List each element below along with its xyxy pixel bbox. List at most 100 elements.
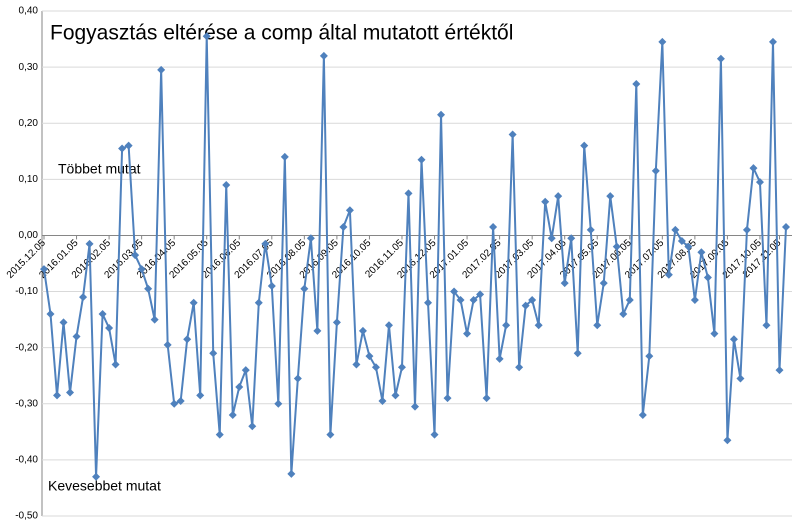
marker bbox=[319, 51, 328, 60]
marker bbox=[606, 192, 615, 201]
marker bbox=[567, 234, 576, 243]
marker bbox=[619, 310, 628, 318]
marker bbox=[762, 321, 771, 330]
marker bbox=[313, 326, 322, 335]
marker bbox=[40, 265, 48, 274]
y-tick-label: 0,30 bbox=[19, 62, 39, 73]
marker bbox=[150, 315, 159, 324]
marker bbox=[677, 237, 686, 246]
marker bbox=[79, 293, 88, 302]
marker bbox=[157, 65, 166, 74]
marker bbox=[664, 270, 673, 279]
marker bbox=[547, 234, 556, 243]
marker bbox=[749, 164, 758, 173]
marker bbox=[111, 360, 120, 369]
marker bbox=[450, 287, 459, 296]
marker bbox=[365, 352, 374, 361]
marker bbox=[53, 391, 62, 400]
marker bbox=[345, 206, 354, 215]
marker bbox=[352, 360, 361, 369]
marker bbox=[378, 396, 387, 405]
marker bbox=[417, 155, 426, 164]
chart-title: Fogyasztás eltérése a comp által mutatot… bbox=[50, 22, 513, 45]
y-tick-label: -0,10 bbox=[15, 286, 38, 297]
marker bbox=[430, 430, 439, 439]
marker bbox=[72, 332, 81, 341]
marker bbox=[293, 374, 302, 383]
annotation: Kevesebbet mutat bbox=[48, 478, 161, 494]
marker bbox=[183, 335, 192, 344]
marker bbox=[358, 326, 367, 335]
marker bbox=[384, 321, 393, 330]
marker bbox=[424, 298, 433, 307]
marker bbox=[729, 335, 738, 344]
marker bbox=[469, 295, 478, 304]
marker bbox=[489, 223, 498, 232]
marker bbox=[287, 469, 296, 478]
marker bbox=[508, 130, 517, 139]
marker bbox=[495, 354, 504, 363]
marker bbox=[782, 223, 790, 232]
marker bbox=[274, 399, 283, 408]
marker bbox=[671, 225, 680, 234]
marker bbox=[118, 144, 127, 153]
marker bbox=[267, 281, 276, 290]
marker bbox=[92, 472, 101, 481]
marker bbox=[723, 436, 732, 445]
marker bbox=[684, 242, 693, 251]
marker bbox=[463, 329, 472, 338]
y-tick-label: 0,40 bbox=[19, 6, 39, 17]
y-tick-label: 0,10 bbox=[19, 174, 39, 185]
marker bbox=[98, 310, 107, 318]
marker bbox=[638, 411, 647, 419]
y-tick-label: -0,50 bbox=[15, 511, 38, 522]
marker bbox=[437, 110, 446, 119]
marker bbox=[241, 366, 250, 375]
marker bbox=[645, 352, 654, 361]
y-tick-label: 0,00 bbox=[19, 230, 39, 241]
marker bbox=[612, 242, 621, 251]
marker bbox=[215, 430, 224, 439]
marker bbox=[85, 239, 94, 248]
marker bbox=[137, 265, 146, 274]
y-tick-label: 0,20 bbox=[19, 118, 39, 129]
marker bbox=[176, 396, 185, 405]
marker bbox=[300, 284, 309, 293]
marker bbox=[196, 391, 205, 400]
marker bbox=[716, 54, 725, 63]
marker bbox=[690, 295, 699, 304]
marker bbox=[482, 394, 491, 403]
marker bbox=[202, 32, 211, 41]
marker bbox=[775, 366, 784, 375]
marker bbox=[697, 248, 706, 257]
marker bbox=[560, 279, 569, 288]
marker bbox=[541, 197, 550, 206]
marker bbox=[742, 225, 751, 234]
marker bbox=[66, 388, 75, 397]
marker bbox=[768, 37, 777, 46]
marker bbox=[599, 279, 608, 288]
marker bbox=[502, 321, 511, 330]
marker bbox=[534, 321, 543, 330]
marker bbox=[339, 223, 348, 232]
marker bbox=[189, 298, 198, 307]
marker bbox=[228, 411, 237, 419]
marker bbox=[456, 295, 465, 304]
marker bbox=[131, 251, 140, 260]
marker bbox=[573, 349, 582, 358]
marker bbox=[580, 141, 589, 150]
marker bbox=[261, 239, 270, 248]
marker bbox=[632, 79, 641, 88]
marker bbox=[46, 310, 55, 318]
marker bbox=[235, 382, 244, 391]
marker bbox=[209, 349, 218, 358]
marker bbox=[397, 363, 406, 372]
marker bbox=[554, 192, 563, 201]
marker bbox=[658, 37, 667, 46]
y-tick-label: -0,40 bbox=[15, 455, 38, 466]
marker bbox=[755, 178, 764, 187]
marker bbox=[163, 340, 172, 349]
marker bbox=[528, 295, 537, 304]
